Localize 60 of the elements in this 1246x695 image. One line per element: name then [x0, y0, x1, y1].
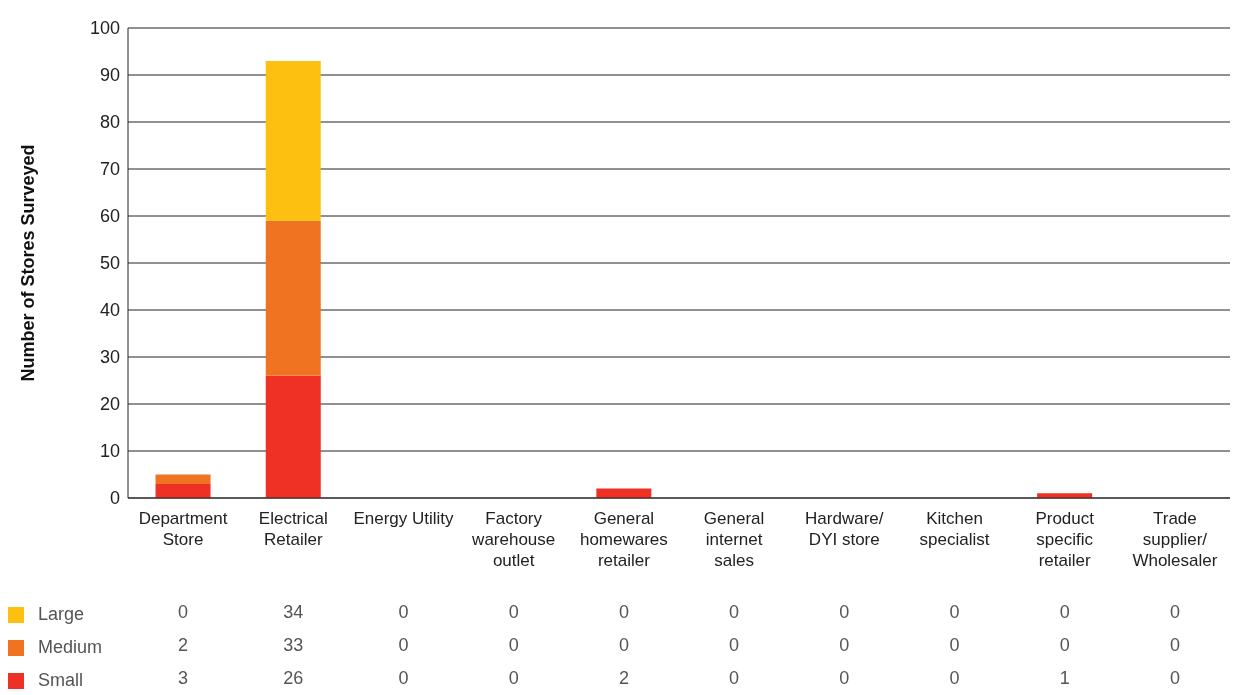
- data-label: 0: [507, 602, 520, 623]
- x-tick-label: General homewares retailer: [579, 509, 668, 570]
- y-tick-label: 90: [99, 65, 120, 86]
- data-label: 0: [1168, 635, 1181, 656]
- data-label: 0: [177, 602, 190, 623]
- data-label: 0: [728, 602, 741, 623]
- x-tick-label: Product specific retailer: [1035, 509, 1095, 570]
- y-axis-title: Number of Stores Surveyed: [18, 144, 39, 382]
- x-tick-label: Department Store: [138, 509, 228, 549]
- data-label: 0: [397, 635, 410, 656]
- data-label: 0: [948, 635, 961, 656]
- x-tick-label: Energy Utility: [353, 509, 455, 528]
- data-label: 0: [507, 635, 520, 656]
- data-label: 0: [838, 602, 851, 623]
- y-tick-label: 10: [99, 441, 120, 462]
- data-label: 0: [948, 668, 961, 689]
- data-label: 0: [728, 668, 741, 689]
- y-tick-label: 50: [99, 253, 120, 274]
- y-tick-label: 0: [109, 488, 120, 509]
- data-label: 0: [1058, 602, 1071, 623]
- data-label: 0: [1168, 668, 1181, 689]
- bar: [155, 474, 211, 484]
- data-label: 0: [948, 602, 961, 623]
- data-label: 26: [282, 668, 305, 689]
- data-label: 34: [282, 602, 305, 623]
- data-label: 2: [177, 635, 190, 656]
- y-tick-label: 60: [99, 206, 120, 227]
- x-tick-label: Hardware/ DYI store: [805, 509, 884, 549]
- x-tick-label: Kitchen specialist: [919, 509, 990, 549]
- data-label: 0: [1168, 602, 1181, 623]
- y-tick-label: 70: [99, 159, 120, 180]
- bar: [155, 483, 211, 498]
- data-label: 0: [617, 635, 630, 656]
- y-tick-label: 100: [89, 18, 120, 39]
- legend-label: Small: [38, 670, 84, 691]
- data-label: 0: [838, 635, 851, 656]
- data-label: 0: [1058, 635, 1071, 656]
- x-tick-label: Electrical Retailer: [258, 509, 328, 549]
- x-tick-label: Factory warehouse outlet: [471, 509, 556, 570]
- bar: [265, 375, 321, 498]
- data-label: 2: [617, 668, 630, 689]
- data-label: 0: [617, 602, 630, 623]
- x-tick-label: Trade supplier/ Wholesaler: [1132, 509, 1218, 570]
- bar: [265, 220, 321, 376]
- legend-label: Large: [38, 604, 85, 625]
- data-label: 0: [397, 602, 410, 623]
- data-label: 0: [507, 668, 520, 689]
- data-label: 33: [282, 635, 305, 656]
- data-label: 1: [1058, 668, 1071, 689]
- y-tick-label: 30: [99, 347, 120, 368]
- data-label: 0: [397, 668, 410, 689]
- data-label: 0: [838, 668, 851, 689]
- y-tick-label: 20: [99, 394, 120, 415]
- data-label: 0: [728, 635, 741, 656]
- y-tick-label: 40: [99, 300, 120, 321]
- y-tick-label: 80: [99, 112, 120, 133]
- bar: [265, 60, 321, 221]
- legend-label: Medium: [38, 637, 103, 658]
- x-tick-label: General internet sales: [703, 509, 765, 570]
- data-label: 3: [177, 668, 190, 689]
